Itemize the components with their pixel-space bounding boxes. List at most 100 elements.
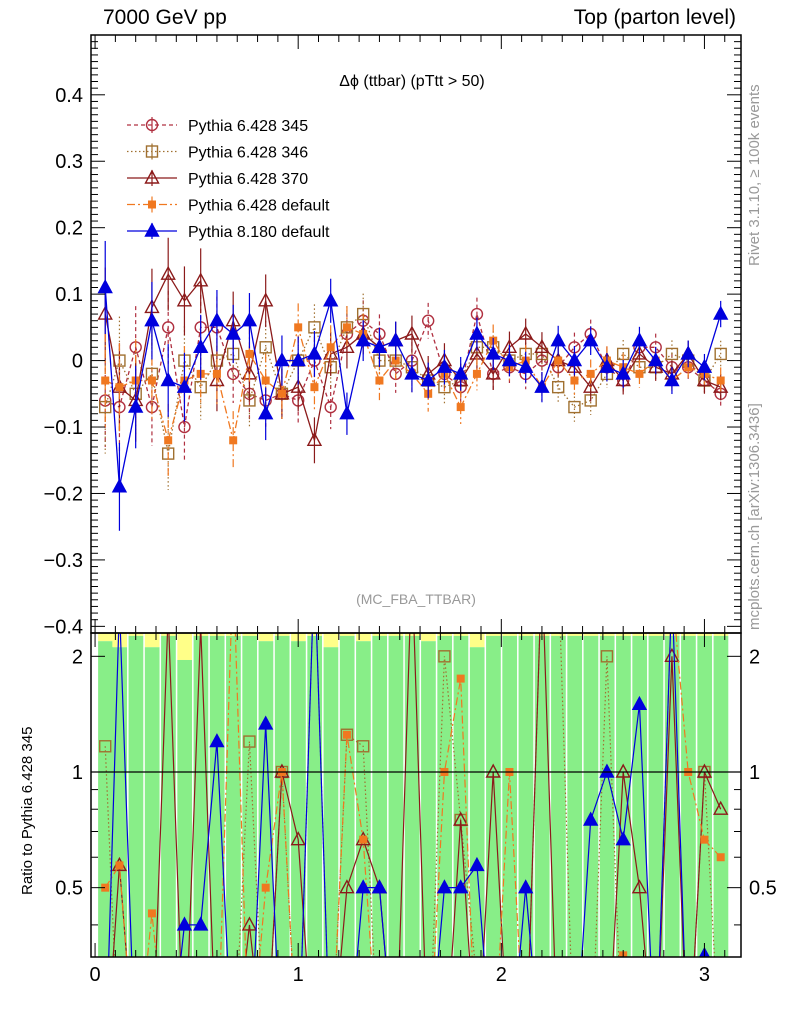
data-point (404, 365, 420, 380)
ratio-point (583, 811, 599, 826)
data-point (696, 358, 713, 373)
ratio-band-2sigma (144, 633, 160, 648)
ratio-band-1sigma (632, 635, 648, 957)
x-tick-label: 0 (90, 964, 101, 986)
series-1 (99, 293, 727, 491)
data-point (176, 292, 193, 307)
data-point (241, 312, 258, 327)
y-tick-label: 0 (72, 351, 83, 373)
ratio-band-1sigma (177, 659, 193, 957)
data-point (306, 431, 323, 447)
ratio-band-2sigma (437, 633, 453, 636)
data-point (355, 332, 371, 347)
data-point (375, 376, 384, 385)
ratio-uncertainty-bands (98, 633, 729, 957)
process-label: Top (parton level) (573, 6, 736, 29)
ratio-point (241, 916, 258, 931)
ratio-band-2sigma (713, 633, 729, 636)
ratio-point (696, 763, 713, 778)
data-point (714, 347, 727, 361)
data-point (534, 338, 550, 353)
x-tick-label: 3 (699, 964, 710, 986)
ratio-frame (90, 632, 742, 958)
ratio-band-1sigma (697, 635, 713, 957)
data-point (696, 372, 713, 387)
ratio-band-2sigma (502, 633, 518, 636)
ratio-band-1sigma (713, 635, 729, 957)
ratio-point (339, 879, 355, 894)
y-tick-label: −0.2 (44, 483, 83, 505)
data-point (290, 352, 306, 367)
legend: Pythia 6.428 345 Pythia 6.428 346 Pythia 6… (127, 117, 330, 241)
ratio-band-2sigma (681, 633, 696, 636)
ratio-tick-label: 0.5 (55, 878, 83, 900)
ratio-point (599, 763, 615, 778)
ratio-band-1sigma (323, 647, 339, 957)
ratio-band-2sigma (518, 633, 534, 636)
data-point (421, 314, 435, 327)
data-point (164, 436, 173, 445)
ratio-band-2sigma (98, 633, 113, 642)
data-point (420, 372, 436, 387)
data-point (713, 378, 729, 393)
ratio-point (485, 763, 501, 778)
data-point (115, 383, 124, 392)
ratio-band-1sigma (616, 635, 631, 957)
ratio-band-2sigma (583, 633, 599, 636)
data-point (615, 365, 631, 380)
ratio-point (600, 650, 614, 663)
ratio-band-2sigma (599, 633, 615, 636)
data-point (586, 369, 595, 378)
data-point (294, 323, 303, 332)
data-point (404, 325, 420, 340)
data-point (326, 343, 335, 352)
data-point (310, 383, 319, 392)
ratio-point (631, 879, 648, 894)
y-tick-label: −0.3 (44, 550, 83, 572)
ratio-band-2sigma (242, 633, 258, 636)
y-tick-label: 0.3 (55, 151, 83, 173)
data-point (161, 321, 175, 334)
ratio-band-1sigma (404, 635, 420, 957)
data-point (212, 369, 221, 378)
main-plot-series (97, 237, 729, 531)
ratio-band-1sigma (356, 641, 371, 957)
data-point (518, 325, 534, 340)
data-point (339, 405, 355, 420)
ratio-band-1sigma (437, 635, 453, 957)
data-point (568, 400, 581, 414)
data-point (436, 358, 453, 373)
data-point (570, 376, 579, 385)
data-point (259, 341, 272, 354)
ratio-band-2sigma (648, 633, 664, 636)
data-point (391, 356, 400, 365)
data-point (160, 265, 176, 280)
ratio-point (436, 879, 453, 894)
data-point (225, 325, 241, 340)
data-point (485, 365, 501, 380)
ratio-band-2sigma (567, 633, 583, 636)
ratio-band-1sigma (681, 635, 696, 957)
ratio-tick-label: 2 (72, 646, 83, 668)
ratio-band-2sigma (632, 633, 648, 636)
ratio-point (615, 831, 631, 846)
ratio-band-1sigma (258, 641, 274, 957)
data-point (518, 358, 534, 373)
ratio-point (99, 740, 112, 753)
ratio-band-1sigma (209, 635, 225, 957)
data-point (261, 376, 270, 385)
ratio-point (456, 674, 465, 683)
data-point (456, 403, 465, 412)
data-point (277, 389, 286, 398)
data-point (160, 372, 176, 387)
ratio-band-1sigma (518, 635, 534, 957)
data-point (339, 338, 355, 353)
legend-label: Pythia 8.180 default (188, 224, 330, 241)
ratio-band-1sigma (648, 635, 664, 957)
data-point (245, 349, 254, 358)
ratio-band-1sigma (291, 641, 306, 957)
ratio-point (193, 916, 209, 931)
data-point (664, 372, 680, 387)
ratio-band-2sigma (323, 633, 339, 648)
y-tick-label: 0.4 (55, 85, 83, 107)
